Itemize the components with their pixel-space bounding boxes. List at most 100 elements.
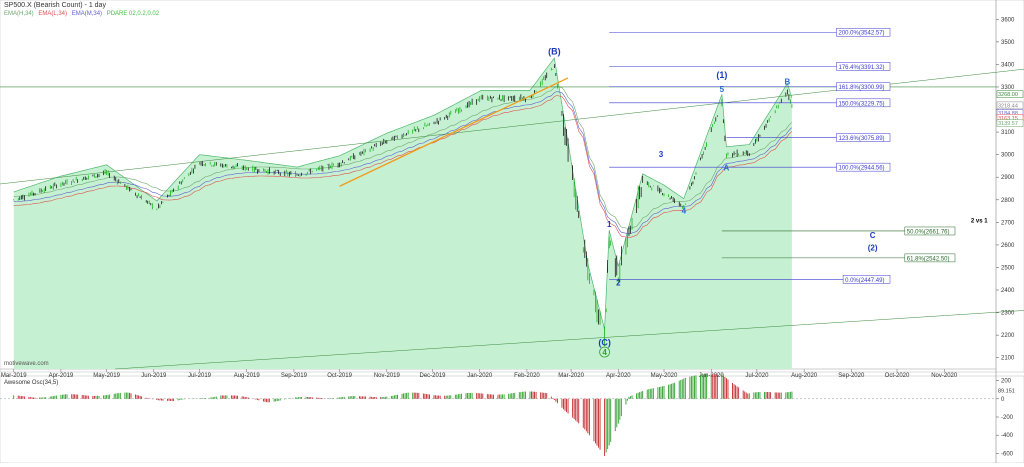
envelope-fill (13, 58, 792, 369)
price-tag-label: 3163.15 (998, 116, 1018, 122)
fib-label: 176.4%(3391.32) (839, 65, 885, 71)
x-tick-label: Sep-2019 (281, 373, 308, 379)
y-tick-label: 2500 (1001, 265, 1015, 271)
oscillator-title: Awesome Osc(34,5) (4, 380, 59, 386)
x-tick-label: Sep-2020 (838, 373, 865, 379)
fib-label-box (836, 27, 891, 37)
chart-title: SP500.X (Bearish Count) - 1 day (4, 2, 106, 9)
osc-tick-label: 200 (1001, 379, 1012, 385)
fib-label-box (904, 226, 956, 236)
x-tick-label: Apr-2020 (606, 373, 631, 379)
x-tick-label: Oct-2019 (327, 373, 352, 379)
fib-label: 123.6%(3075.89) (839, 136, 885, 142)
y-tick-label: 3000 (1001, 153, 1015, 159)
x-tick-label: Jul-2019 (188, 373, 212, 379)
x-tick-label: Mar-2020 (558, 373, 584, 379)
fib-label-box (836, 62, 891, 71)
fib-label-box (842, 275, 891, 284)
y-tick-label: 3600 (1001, 17, 1015, 23)
fib-label-box (904, 253, 956, 263)
osc-current-value: 89.151 (998, 389, 1015, 395)
wave-label: 3 (659, 150, 664, 159)
wave-label: C (870, 231, 876, 240)
y-tick-label: 2700 (1001, 220, 1015, 226)
x-tick-label: May-2019 (93, 373, 120, 379)
price-tag-label: 3268.00 (998, 92, 1018, 98)
fib-label-box (836, 82, 891, 91)
indicator-legend: EMA(H,34) EMA(L,34) EMA(M,34) PDARE 02,0… (4, 11, 162, 17)
wave-label: B (784, 78, 790, 87)
wave-circle (599, 346, 611, 358)
lower-trendline (114, 310, 1024, 370)
x-tick-label: Jul-2020 (745, 373, 769, 379)
price-tag (996, 119, 1024, 127)
fib-label-box (836, 133, 891, 142)
wave-label: (B) (548, 46, 561, 56)
osc-tick-label: -200 (1001, 415, 1014, 421)
ema-line-2 (13, 91, 793, 235)
x-tick-label: Dec-2019 (420, 373, 447, 379)
fib-label-box (836, 162, 891, 172)
osc-panel-bg (0, 375, 1024, 464)
y-tick-label: 3100 (1001, 130, 1015, 136)
y-tick-label: 2900 (1001, 175, 1015, 181)
osc-bars (13, 374, 793, 456)
fib-label: 161.8%(3300.99) (839, 85, 885, 91)
x-tick-label: Feb-2020 (514, 373, 540, 379)
fib-label-box (836, 98, 891, 108)
indicator-ema-l: EMA(L,34) (38, 11, 68, 17)
x-tick-label: Jun-2019 (141, 373, 167, 379)
price-bars (13, 64, 793, 347)
indicator-pdare: PDARE 02,0.2,0.02 (106, 11, 160, 17)
x-tick-label: Nov-2020 (931, 373, 958, 379)
watermark: motivewave.com (4, 361, 49, 367)
price-tag-label: 3139.57 (998, 121, 1018, 127)
y-tick-label: 2400 (1001, 288, 1015, 294)
wave-label: 2 vs 1 (971, 218, 988, 224)
x-tick-label: Apr-2019 (49, 373, 74, 379)
y-tick-label: 3300 (1001, 85, 1015, 91)
indicator-ema-h: EMA(H,34) (4, 11, 34, 17)
osc-tick-label: -600 (1001, 451, 1014, 457)
wave-label: 1 (607, 220, 612, 229)
y-tick-label: 2300 (1001, 311, 1015, 317)
y-tick-label: 2100 (1001, 356, 1015, 362)
x-tick-label: Mar-2019 (1, 373, 27, 379)
fib-label: 150.0%(3229.75) (839, 101, 885, 107)
osc-tick-label: -400 (1001, 433, 1014, 439)
wave-label: (C) (598, 337, 611, 347)
fib-label: 50.0%(2661.76) (907, 229, 950, 235)
wave-label: (2) (868, 244, 878, 253)
x-tick-label: Oct-2020 (885, 373, 910, 379)
orange-trendline (339, 77, 569, 187)
x-tick-label: May-2020 (651, 373, 678, 379)
y-tick-label: 3400 (1001, 62, 1015, 68)
x-tick-label: Nov-2019 (374, 373, 401, 379)
y-tick-label: 3500 (1001, 40, 1015, 46)
x-tick-label: Aug-2019 (234, 373, 261, 379)
wave-label: (1) (716, 70, 727, 80)
price-tag (996, 90, 1024, 98)
price-tag-label: 3184.88 (998, 111, 1018, 117)
envelope-upper (13, 57, 793, 330)
ema-line-0 (13, 86, 793, 229)
fib-label: 100.0%(2944.56) (839, 166, 885, 172)
wave-label: 2 (616, 279, 621, 288)
y-tick-label: 2800 (1001, 198, 1015, 204)
price-tag (996, 101, 1024, 110)
osc-tick-label: 0 (1001, 397, 1005, 403)
price-tag-label: 3218.44 (998, 103, 1018, 109)
y-tick-label: 2600 (1001, 243, 1015, 249)
fib-label: 61.8%(2542.50) (907, 256, 950, 262)
indicator-ema-m: EMA(M,34) (71, 11, 103, 17)
y-tick-label: 2200 (1001, 333, 1015, 339)
x-tick-label: Aug-2020 (791, 373, 818, 379)
wave-label: 4 (602, 348, 607, 357)
wave-label: 4 (682, 206, 687, 215)
fib-label: 200.0%(3542.57) (839, 31, 885, 37)
x-tick-label: Jan-2020 (467, 373, 493, 379)
wave-label: A (724, 163, 730, 172)
fib-label: 0.0%(2447.49) (845, 278, 884, 284)
